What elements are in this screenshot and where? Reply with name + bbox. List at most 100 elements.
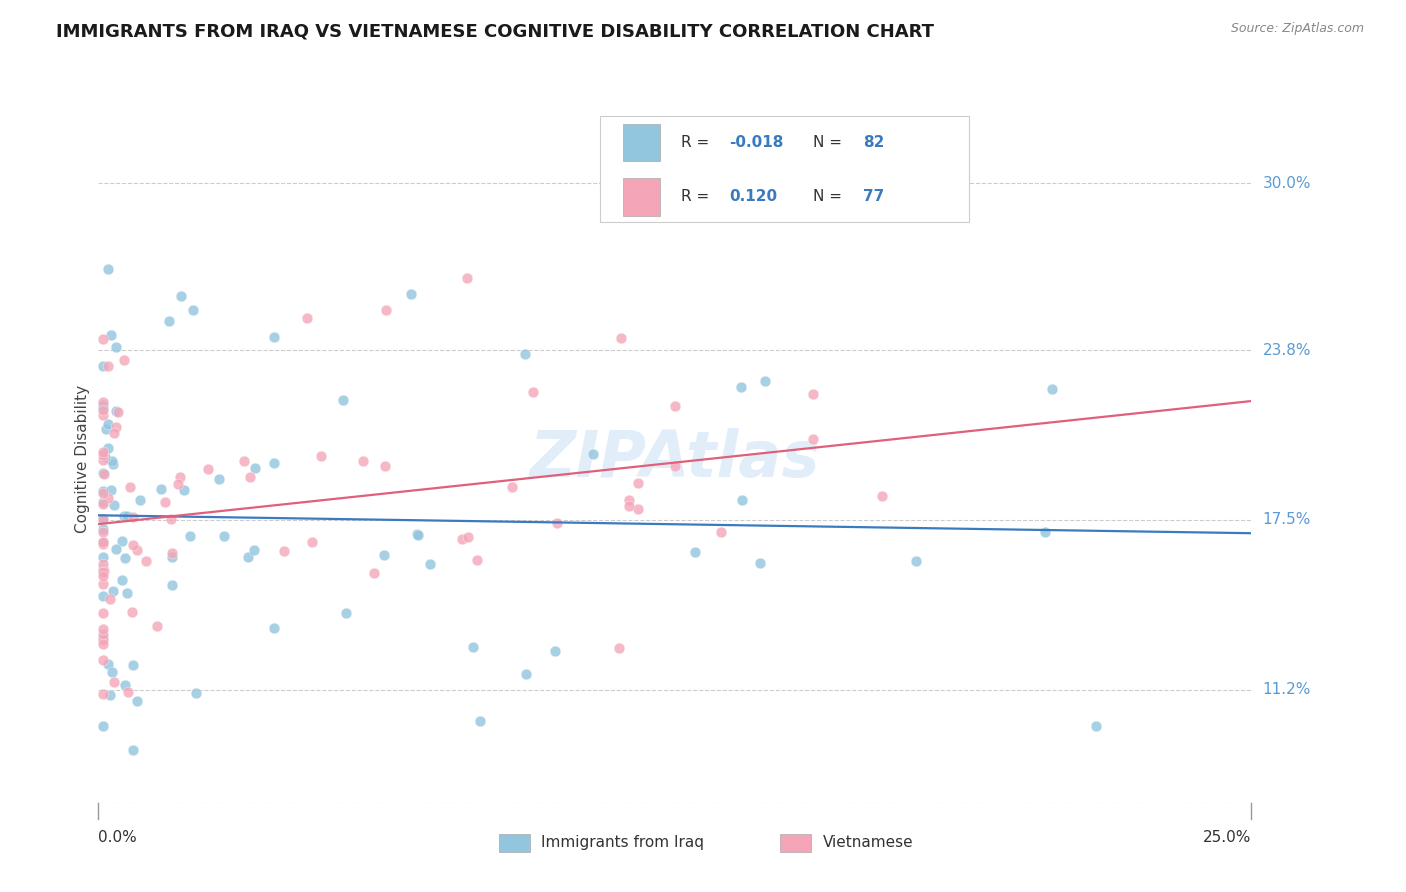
- Point: [263, 621, 285, 635]
- Point: [522, 384, 544, 399]
- Point: [91, 524, 114, 539]
- Point: [173, 483, 195, 497]
- Point: [91, 589, 114, 603]
- Point: [91, 483, 114, 498]
- Point: [103, 498, 125, 512]
- Point: [121, 509, 143, 524]
- Point: [146, 619, 169, 633]
- Point: [801, 387, 824, 401]
- Point: [607, 640, 630, 655]
- Point: [91, 558, 114, 572]
- Point: [93, 450, 115, 464]
- Point: [617, 493, 640, 508]
- Point: [627, 501, 650, 516]
- Point: [91, 622, 114, 636]
- Point: [181, 303, 204, 318]
- Text: R =: R =: [681, 135, 714, 150]
- Point: [91, 497, 114, 511]
- Text: 0.120: 0.120: [730, 189, 778, 203]
- Point: [309, 450, 332, 464]
- Point: [91, 467, 114, 481]
- Text: 25.0%: 25.0%: [1204, 830, 1251, 845]
- Point: [100, 665, 122, 679]
- Text: 30.0%: 30.0%: [1263, 176, 1310, 191]
- Point: [91, 534, 114, 549]
- Point: [610, 331, 633, 345]
- Point: [122, 657, 145, 672]
- Point: [97, 442, 120, 456]
- Point: [263, 457, 285, 471]
- Point: [112, 508, 135, 523]
- Point: [135, 554, 157, 568]
- Point: [91, 577, 114, 591]
- Point: [186, 686, 208, 700]
- Point: [93, 447, 115, 461]
- Point: [352, 454, 374, 468]
- Point: [91, 562, 114, 576]
- Text: 17.5%: 17.5%: [1263, 513, 1310, 527]
- Point: [263, 330, 285, 344]
- Point: [515, 346, 537, 360]
- Point: [91, 653, 114, 667]
- Point: [245, 461, 267, 475]
- Text: N =: N =: [813, 135, 846, 150]
- Point: [91, 402, 114, 417]
- Text: Source: ZipAtlas.com: Source: ZipAtlas.com: [1230, 22, 1364, 36]
- Point: [118, 480, 141, 494]
- Point: [91, 512, 114, 526]
- Point: [465, 553, 488, 567]
- Point: [710, 524, 733, 539]
- FancyBboxPatch shape: [623, 178, 659, 216]
- Point: [122, 538, 145, 552]
- Text: Vietnamese: Vietnamese: [823, 836, 912, 850]
- Point: [97, 359, 120, 374]
- Point: [463, 640, 485, 654]
- Point: [332, 392, 354, 407]
- Point: [754, 374, 776, 388]
- Point: [1040, 382, 1063, 396]
- Text: N =: N =: [813, 189, 846, 203]
- Point: [125, 694, 148, 708]
- Point: [904, 554, 927, 568]
- Point: [97, 491, 120, 505]
- Point: [104, 404, 127, 418]
- Point: [121, 743, 143, 757]
- Point: [232, 453, 254, 467]
- Point: [101, 457, 124, 471]
- Point: [100, 483, 122, 497]
- Point: [91, 627, 114, 641]
- Point: [91, 332, 114, 346]
- Point: [581, 447, 603, 461]
- Point: [515, 667, 537, 681]
- Point: [363, 566, 385, 581]
- Point: [501, 480, 523, 494]
- Point: [208, 472, 231, 486]
- Point: [91, 495, 114, 509]
- Point: [730, 379, 752, 393]
- Point: [91, 719, 114, 733]
- Point: [374, 459, 396, 474]
- Point: [162, 549, 184, 564]
- Point: [91, 444, 114, 458]
- Point: [197, 462, 219, 476]
- Point: [98, 688, 121, 702]
- Point: [401, 287, 423, 301]
- Point: [91, 549, 114, 564]
- Text: 77: 77: [863, 189, 884, 203]
- Point: [162, 578, 184, 592]
- Point: [451, 532, 474, 546]
- Point: [107, 405, 129, 419]
- Point: [546, 516, 568, 531]
- Point: [91, 453, 114, 467]
- Text: -0.018: -0.018: [730, 135, 783, 150]
- Point: [111, 533, 134, 548]
- Point: [91, 522, 114, 536]
- Point: [91, 637, 114, 651]
- Point: [98, 592, 121, 607]
- Text: ZIPAtlas: ZIPAtlas: [530, 428, 820, 491]
- Point: [91, 486, 114, 500]
- Point: [91, 607, 114, 621]
- Point: [101, 584, 124, 599]
- Point: [150, 482, 173, 496]
- Point: [91, 687, 114, 701]
